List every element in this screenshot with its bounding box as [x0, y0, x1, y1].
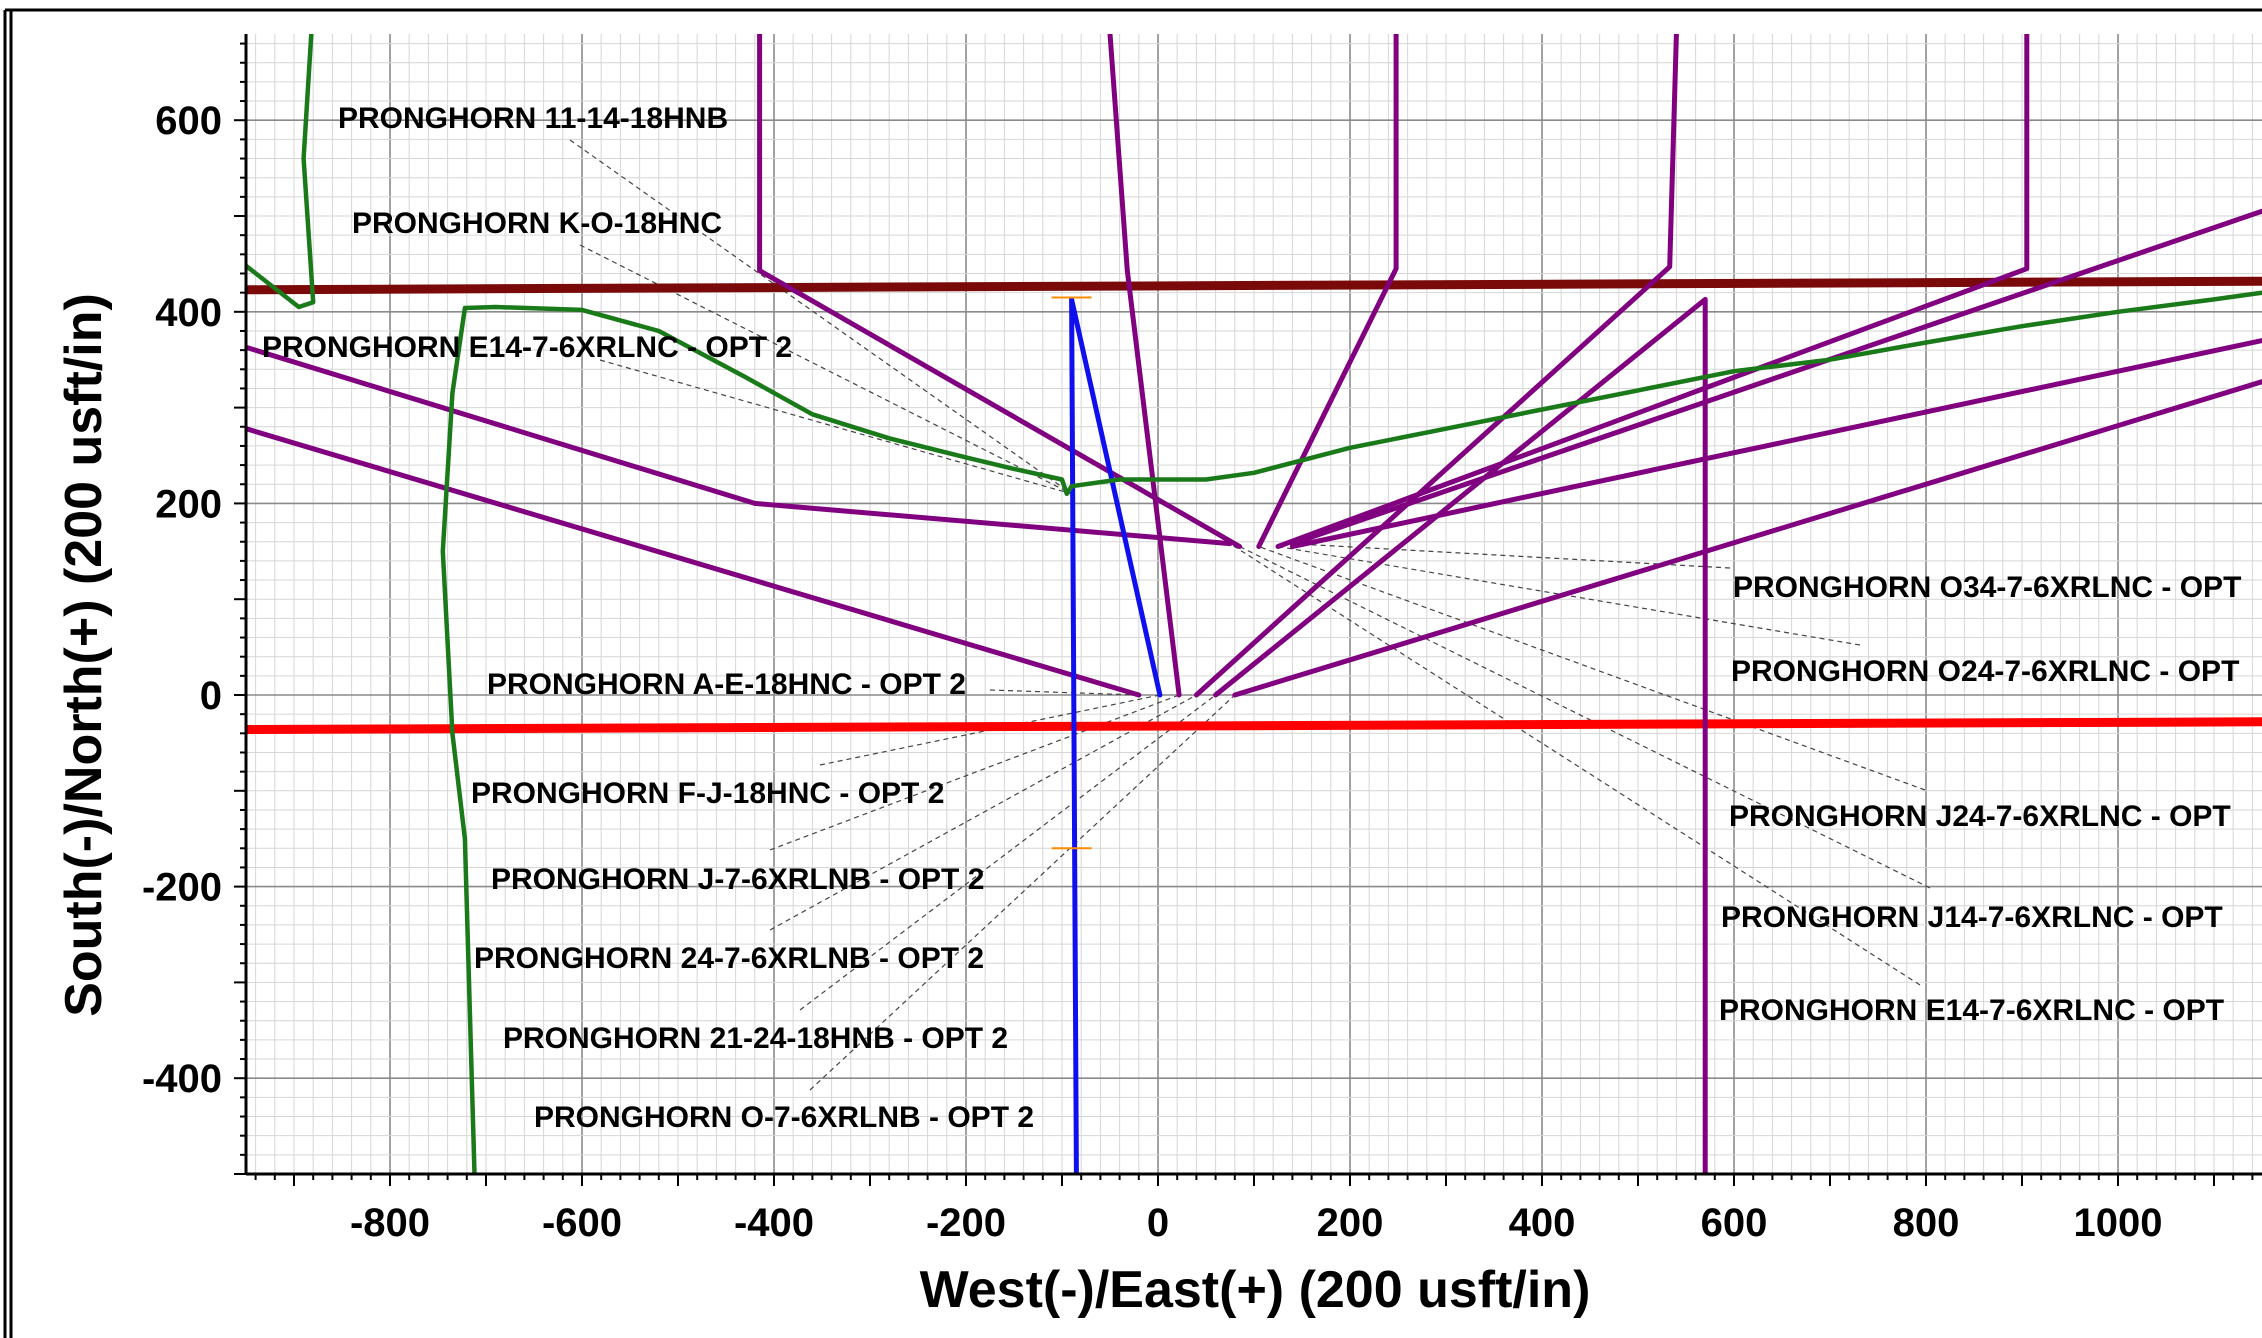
well-path: [1275, 34, 2030, 549]
leader-line: [769, 694, 1197, 931]
well-label: PRONGHORN O24-7-6XRLNC - OPT: [1731, 655, 2239, 688]
leader-line: [599, 359, 1072, 495]
y-tick-label: -200: [142, 866, 222, 910]
leader-line: [799, 694, 1216, 1011]
x-tick-label: 800: [1893, 1201, 1960, 1245]
well-path: [440, 290, 2262, 1174]
well-label: PRONGHORN J14-7-6XRLNC - OPT: [1721, 901, 2223, 934]
x-tick-label: 0: [1147, 1201, 1169, 1245]
grid: [246, 34, 2262, 1175]
y-axis-label: South(-)/North(+) (200 usft/in): [55, 293, 113, 1017]
well-path: [246, 426, 1142, 698]
y-tick-label: 600: [155, 99, 222, 143]
leader-line: [769, 694, 1180, 851]
x-tick-label: 1000: [2074, 1201, 2163, 1245]
tick-labels: -800 -600 -400 -200 0 200 400 600 800 1000 -400 -20…: [142, 42, 2254, 1245]
boundary-line: [246, 276, 2262, 295]
well-path: [1193, 34, 1679, 698]
well-path: [1069, 296, 1163, 1174]
well-label: PRONGHORN E14-7-6XRLNC - OPT: [1719, 994, 2224, 1027]
well-path: [1289, 338, 2262, 549]
y-tick-label: 0: [200, 674, 222, 718]
well-label: PRONGHORN F-J-18HNC - OPT 2: [471, 777, 944, 810]
well-label: PRONGHORN J-7-6XRLNB - OPT 2: [491, 863, 984, 896]
x-tick-label: 200: [1317, 1201, 1384, 1245]
well-labels: PRONGHORN 11-14-18HNB PRONGHORN K-O-18HNC…: [262, 102, 2241, 1134]
well-label: PRONGHORN K-O-18HNC: [352, 207, 722, 240]
y-tick-label: 400: [155, 291, 222, 335]
well-label: PRONGHORN A-E-18HNC - OPT 2: [487, 668, 966, 701]
well-label: PRONGHORN E14-7-6XRLNC - OPT 2: [262, 331, 792, 364]
y-tick-label: 200: [155, 482, 222, 526]
well-path: [246, 34, 316, 310]
well-paths: [246, 34, 2262, 1174]
boundary-lines: [246, 276, 2262, 734]
x-tick-label: -200: [926, 1201, 1006, 1245]
x-tick-label: 400: [1509, 1201, 1576, 1245]
well-path: [1289, 208, 2262, 547]
leader-lines: [569, 139, 1931, 1091]
well-label: PRONGHORN 11-14-18HNB: [338, 102, 728, 135]
leader-line: [1229, 543, 1921, 986]
well-label: PRONGHORN 21-24-18HNB - OPT 2: [503, 1022, 1008, 1055]
well-path: [757, 34, 1243, 549]
x-tick-label: -600: [542, 1201, 622, 1245]
leader-line: [1258, 545, 1926, 791]
leader-line: [989, 689, 1139, 696]
leader-line: [569, 139, 1072, 495]
well-path: [1232, 379, 2262, 698]
markers: [1051, 296, 1092, 850]
x-axis-label: West(-)/East(+) (200 usft/in): [920, 1261, 1591, 1319]
x-tick-label: 600: [1701, 1201, 1768, 1245]
well-path: [1213, 296, 1708, 1174]
well-label: PRONGHORN 24-7-6XRLNB - OPT 2: [474, 942, 984, 975]
y-tick-label: -400: [142, 1057, 222, 1101]
leader-line: [1239, 545, 1931, 889]
well-path: [1256, 34, 1399, 549]
boundary-line: [246, 717, 2262, 734]
x-tick-label: -800: [350, 1201, 430, 1245]
well-label: PRONGHORN J24-7-6XRLNC - OPT: [1729, 800, 2231, 833]
well-path: [1107, 34, 1182, 698]
well-label: PRONGHORN O34-7-6XRLNC - OPT: [1733, 571, 2241, 604]
well-label: PRONGHORN O-7-6XRLNB - OPT 2: [534, 1101, 1034, 1134]
x-tick-label: -400: [734, 1201, 814, 1245]
leader-line: [809, 694, 1236, 1091]
